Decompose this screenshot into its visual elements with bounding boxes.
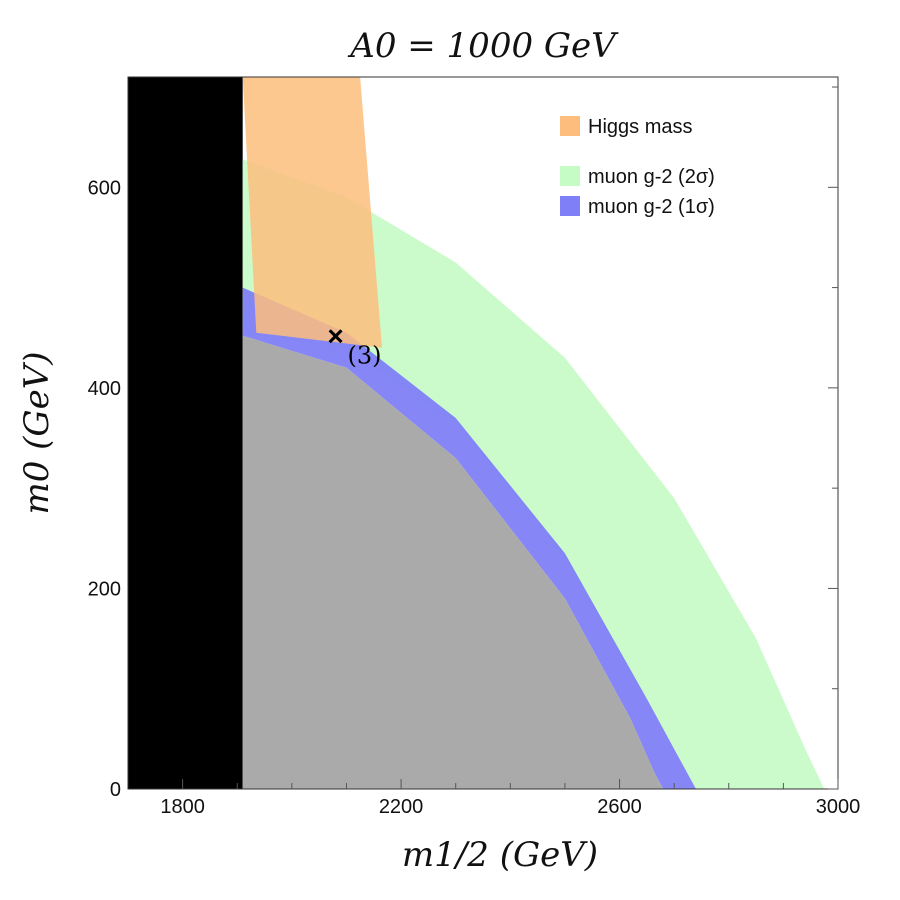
legend-label-muon-g-2-1: muon g-2 (1σ) [588,196,715,218]
x-tick-label: 3000 [816,796,861,818]
y-tick-label: 200 [88,578,121,600]
legend-label-muon-g-2-2: muon g-2 (2σ) [588,166,715,188]
y-tick-label: 400 [88,378,121,400]
legend-label-higgs-mass: Higgs mass [588,116,692,138]
x-tick-label: 2600 [597,796,642,818]
region-higgs-mass [242,77,382,348]
y-axis-label: m0 (GeV) [17,351,57,514]
legend-swatch-muon-g-2-2 [560,166,580,186]
plot-frame [127,76,839,790]
x-axis-label: m1/2 (GeV) [402,835,598,875]
excluded-region-gray [242,335,664,789]
legend-swatch-muon-g-2-1 [560,196,580,216]
x-tick-label: 1800 [160,796,205,818]
region-muon-g-2-2 [242,159,825,789]
legend-swatch-higgs-mass [560,116,580,136]
x-tick-label: 2200 [379,796,424,818]
axis-ticks [182,86,839,790]
region-muon-g-2-1 [242,287,696,789]
y-tick-label: 0 [110,779,121,801]
y-tick-label: 600 [88,177,121,199]
excluded-region-black [128,77,243,789]
chart-title: A0 = 1000 GeV [347,26,619,66]
point-label: (3) [348,342,382,370]
point-markers: ×(3) [327,321,381,370]
legend: Higgs mass muon g-2 (2σ) muon g-2 (1σ) [560,116,715,218]
plot-regions [128,77,825,789]
point-marker: × [327,321,343,352]
axis-tick-labels: 1800 2200 2600 3000 0 200 400 600 [88,177,861,818]
